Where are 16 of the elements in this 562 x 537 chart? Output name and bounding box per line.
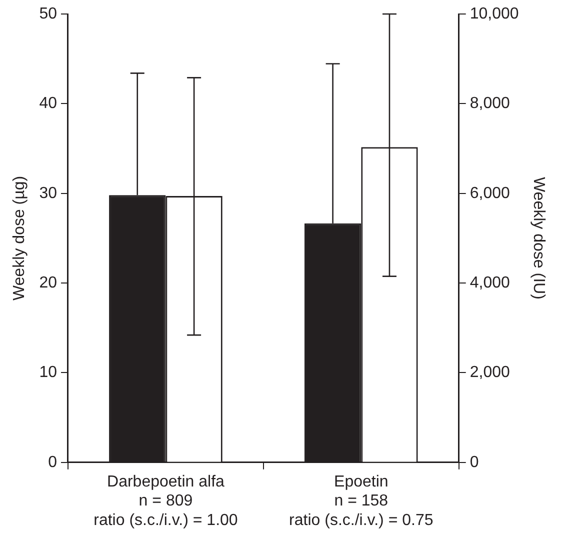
y2-tick-label: 0 <box>470 454 479 471</box>
y2-axis-title: Weekly dose (IU) <box>530 176 547 300</box>
y-tick-label: 30 <box>39 184 58 202</box>
y2-tick-label: 10,000 <box>470 5 519 22</box>
y-tick-label: 0 <box>48 454 58 471</box>
y-axis-title: Weekly dose (µg) <box>11 176 28 300</box>
y-tick-label: 50 <box>39 5 58 22</box>
x-tick-label: Darbepoetin alfa n = 809 ratio (s.c./i.v.) = 1.00 <box>94 473 238 529</box>
y2-tick-label: 2,000 <box>470 364 510 382</box>
y2-tick-label: 8,000 <box>470 95 510 112</box>
y-tick-label: 10 <box>39 364 58 382</box>
y2-tick-label: 6,000 <box>470 184 510 202</box>
x-tick-label: Epoetin n = 158 ratio (s.c./i.v.) = 0.75 <box>289 473 434 529</box>
y2-tick-label: 4,000 <box>470 274 510 292</box>
y-tick-label: 20 <box>39 274 58 292</box>
y-tick-label: 40 <box>39 95 58 112</box>
